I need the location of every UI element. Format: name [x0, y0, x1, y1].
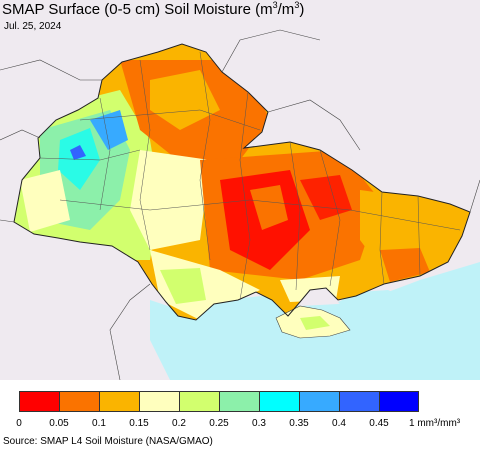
legend-swatch: [19, 391, 59, 412]
legend-tick-label: 0.4: [332, 418, 346, 429]
legend-tick-label: 0.45: [369, 418, 389, 429]
legend-tick-label: 0.2: [172, 418, 186, 429]
legend-tick-label: 0.05: [49, 418, 69, 429]
legend-swatch: [339, 391, 379, 412]
legend-tick-label: 0.15: [129, 418, 149, 429]
legend-ticks: 0 0.05 0.1 0.15 0.2 0.25 0.3 0.35 0.4 0.45 1 mm³/m…: [0, 418, 480, 432]
legend-tick-label: 0.35: [289, 418, 309, 429]
legend-swatch: [139, 391, 179, 412]
legend-tick-label: 0: [16, 418, 22, 429]
legend-unit-label: 1 mm³/mm³: [409, 418, 461, 429]
legend-swatch: [299, 391, 339, 412]
legend-swatch: [219, 391, 259, 412]
legend-tick-label: 0.1: [92, 418, 106, 429]
country-borders: [0, 29, 480, 380]
legend-tick-label: 0.3: [252, 418, 266, 429]
legend-swatch: [379, 391, 419, 412]
legend-swatch: [59, 391, 99, 412]
map-date: Jul. 25, 2024: [4, 21, 62, 32]
soil-moisture-map: [0, 29, 480, 380]
oblast-borders: [39, 51, 461, 301]
azov-sea: [338, 290, 410, 320]
legend-swatch: [99, 391, 139, 412]
legend-tick-label: 0.25: [209, 418, 229, 429]
legend-colorbar: [19, 391, 419, 412]
source-credit: Source: SMAP L4 Soil Moisture (NASA/GMAO…: [3, 436, 213, 447]
map-title: SMAP Surface (0-5 cm) Soil Moisture (m3/…: [2, 0, 305, 18]
legend-swatch: [179, 391, 219, 412]
map-area: SMAP Surface (0-5 cm) Soil Moisture (m3/…: [0, 0, 480, 380]
legend-swatch: [259, 391, 299, 412]
